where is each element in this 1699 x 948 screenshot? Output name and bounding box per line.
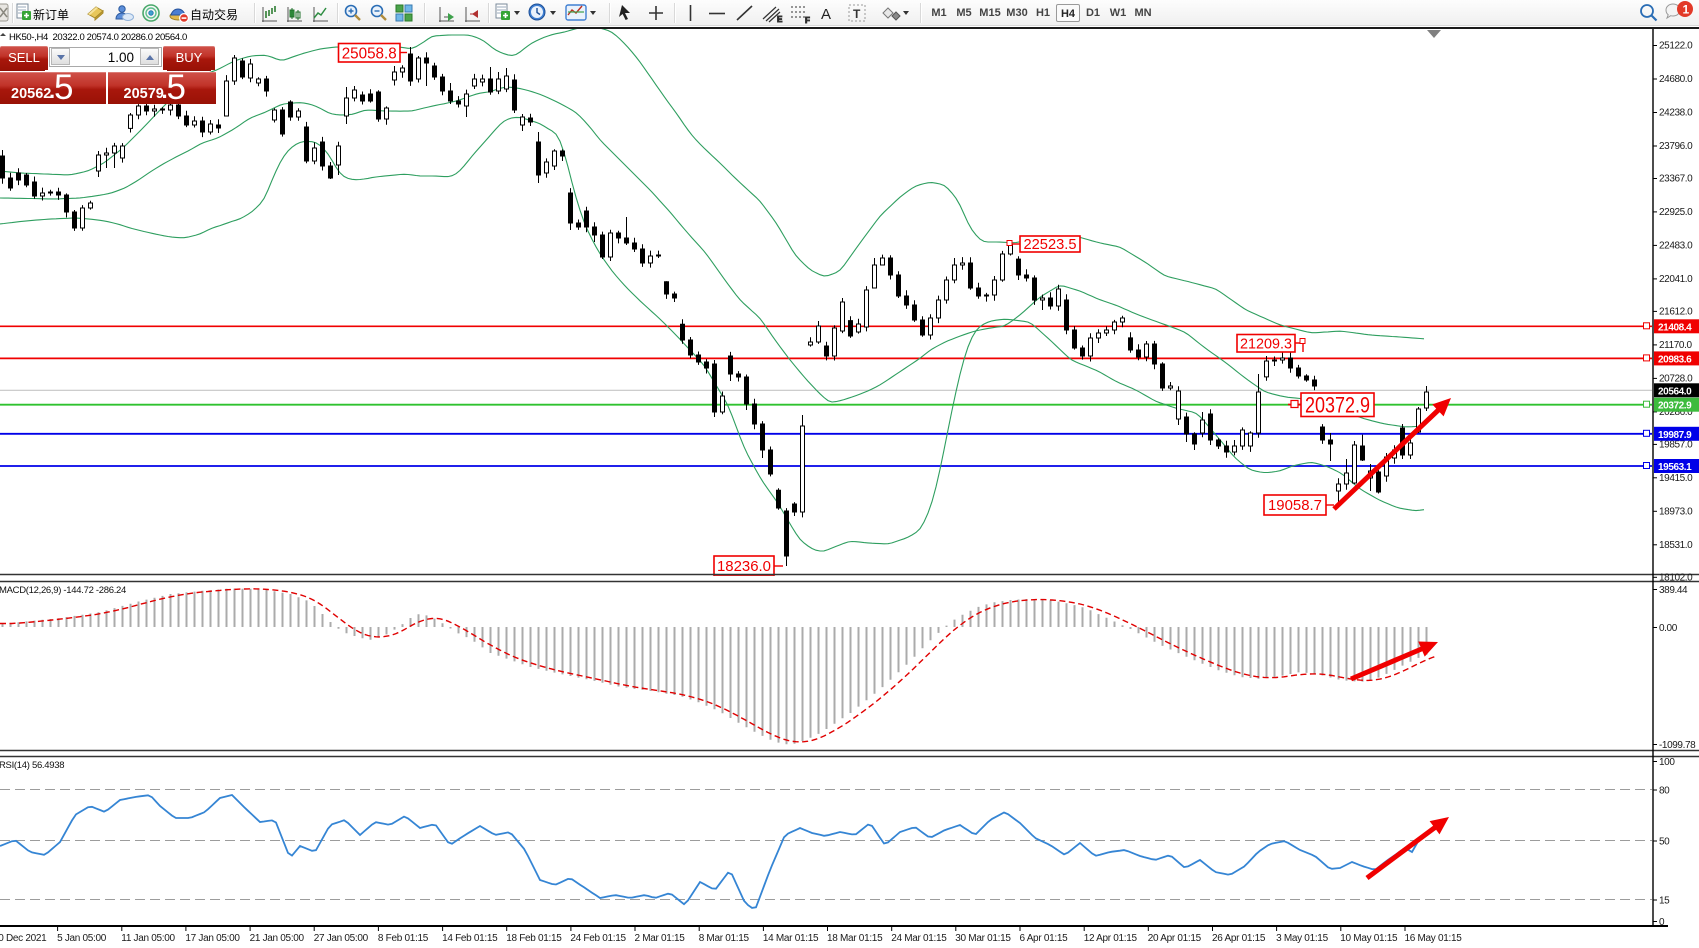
svg-text:F: F [805,16,810,25]
svg-text:0.00: 0.00 [1659,623,1678,634]
svg-text:20728.0: 20728.0 [1659,373,1693,384]
svg-text:21612.0: 21612.0 [1659,306,1693,317]
svg-text:3 May 01:15: 3 May 01:15 [1276,933,1328,944]
svg-text:2 Mar 01:15: 2 Mar 01:15 [635,933,686,944]
svg-text:15: 15 [1659,896,1670,907]
svg-text:11 Jan 05:00: 11 Jan 05:00 [121,933,175,944]
svg-text:RSI(14) 56.4938: RSI(14) 56.4938 [0,760,64,771]
svg-text:20372.9: 20372.9 [1658,401,1692,412]
svg-text:21408.4: 21408.4 [1658,322,1692,333]
svg-text:0: 0 [1659,917,1665,928]
svg-text:14 Feb 01:15: 14 Feb 01:15 [442,933,498,944]
svg-text:A: A [821,6,831,23]
svg-text:21170.0: 21170.0 [1659,340,1692,351]
svg-text:8 Feb 01:15: 8 Feb 01:15 [378,933,429,944]
svg-text:19857.0: 19857.0 [1659,439,1693,450]
svg-text:T: T [853,7,861,21]
svg-text:18973.0: 18973.0 [1659,506,1693,517]
svg-text:27 Jan 05:00: 27 Jan 05:00 [314,933,369,944]
svg-text:30 Mar 01:15: 30 Mar 01:15 [955,933,1011,944]
svg-text:50: 50 [1659,837,1670,848]
svg-text:16 May 01:15: 16 May 01:15 [1405,933,1463,944]
svg-text:19563.1: 19563.1 [1658,462,1692,473]
svg-text:25058.8: 25058.8 [342,46,397,63]
svg-text:17 Jan 05:00: 17 Jan 05:00 [185,933,240,944]
svg-text:23367.0: 23367.0 [1659,174,1693,185]
svg-text:25122.0: 25122.0 [1659,41,1693,52]
svg-text:24 Mar 01:15: 24 Mar 01:15 [891,933,947,944]
svg-text:20983.6: 20983.6 [1658,354,1692,365]
svg-text:24680.0: 24680.0 [1659,74,1693,85]
svg-text:5 Jan 05:00: 5 Jan 05:00 [57,933,107,944]
svg-text:18 Mar 01:15: 18 Mar 01:15 [827,933,883,944]
svg-text:100: 100 [1659,757,1675,768]
svg-text:24238.0: 24238.0 [1659,108,1693,119]
svg-text:10 May 01:15: 10 May 01:15 [1340,933,1398,944]
svg-text:18 Feb 01:15: 18 Feb 01:15 [506,933,562,944]
svg-text:19058.7: 19058.7 [1268,498,1322,514]
svg-text:18531.0: 18531.0 [1659,540,1693,551]
svg-text:-1099.78: -1099.78 [1659,740,1696,751]
svg-text:20564.0: 20564.0 [1658,386,1692,397]
svg-text:MACD(12,26,9) -144.72 -286.24: MACD(12,26,9) -144.72 -286.24 [0,585,126,596]
svg-text:22925.0: 22925.0 [1659,207,1693,218]
svg-text:22041.0: 22041.0 [1659,274,1693,285]
svg-text:6 Apr 01:15: 6 Apr 01:15 [1020,933,1069,944]
svg-text:E: E [777,15,783,24]
svg-text:24 Feb 01:15: 24 Feb 01:15 [570,933,626,944]
svg-text:20372.9: 20372.9 [1305,393,1370,418]
svg-text:19415.0: 19415.0 [1659,473,1693,484]
svg-text:HK50-,H4 20322.0 20574.0 2028: HK50-,H4 20322.0 20574.0 20286.0 20564.0 [9,32,187,43]
svg-text:12 Apr 01:15: 12 Apr 01:15 [1084,933,1138,944]
svg-text:19987.9: 19987.9 [1658,430,1692,441]
svg-text:26 Apr 01:15: 26 Apr 01:15 [1212,933,1266,944]
svg-text:22483.0: 22483.0 [1659,240,1693,251]
svg-text:20286.0: 20286.0 [1659,407,1693,418]
svg-text:8 Mar 01:15: 8 Mar 01:15 [699,933,750,944]
svg-text:1: 1 [1683,3,1690,17]
svg-text:80: 80 [1659,786,1670,797]
svg-text:22523.5: 22523.5 [1024,237,1077,253]
svg-text:23796.0: 23796.0 [1659,141,1693,152]
svg-text:21209.3: 21209.3 [1240,337,1292,353]
svg-text:18102.0: 18102.0 [1659,572,1693,583]
svg-text:20 Apr 01:15: 20 Apr 01:15 [1148,933,1202,944]
svg-text:389.44: 389.44 [1659,585,1688,596]
svg-text:18236.0: 18236.0 [717,559,771,575]
svg-text:21 Jan 05:00: 21 Jan 05:00 [250,933,305,944]
svg-text:30 Dec 2021: 30 Dec 2021 [0,933,47,944]
svg-text:14 Mar 01:15: 14 Mar 01:15 [763,933,819,944]
